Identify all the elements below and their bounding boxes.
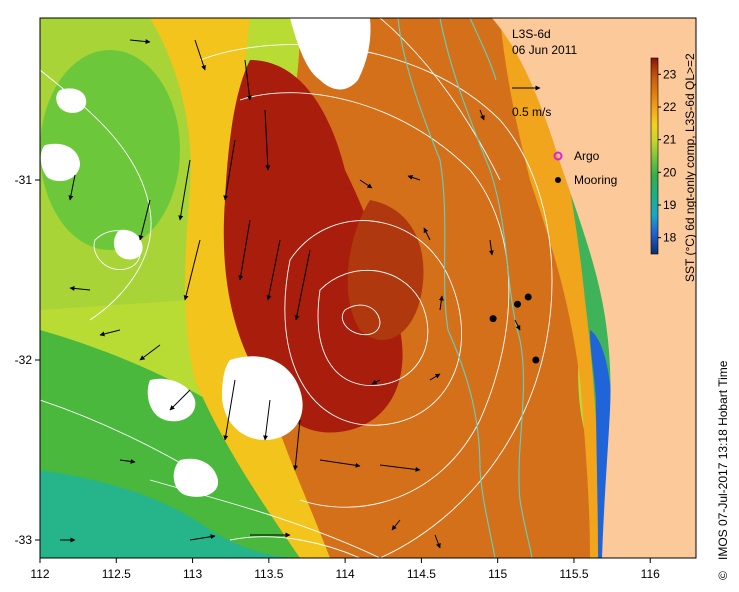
sst-yellow-band — [150, 18, 360, 558]
sst-coastal-yellow — [500, 18, 610, 558]
x-tick-label: 112.5 — [102, 567, 131, 581]
product-label: L3S-6d — [512, 27, 551, 41]
argo-legend-label: Argo — [574, 149, 600, 163]
x-tick-label: 113 — [183, 567, 202, 581]
credit-text: IMOS 07-Jul-2017 13:18 Hobart Time — [716, 360, 730, 560]
scale-label: 0.5 m/s — [512, 105, 551, 119]
x-axis: 112 112.5 113 113.5 114 114.5 115 115.5 116 — [30, 558, 660, 581]
colorbar-tick-label: 18 — [663, 231, 677, 245]
plot-frame — [39, 17, 697, 559]
x-tick-label: 113.5 — [254, 567, 283, 581]
colorbar-ticks: 23 22 21 20 19 18 — [658, 67, 677, 245]
colorbar-title: SST (°C) 6d ngt-only comp, L3S-6d QL>=2 — [683, 53, 697, 282]
x-tick-label: 112 — [30, 567, 49, 581]
mooring-markers — [489, 293, 540, 364]
colorbar-tick-label: 22 — [663, 100, 677, 114]
date-label: 06 Jun 2011 — [512, 43, 577, 57]
argo-legend-icon — [553, 151, 563, 161]
x-tick-label: 115.5 — [559, 567, 588, 581]
colorbar — [650, 57, 659, 255]
sst-hot-core — [223, 60, 403, 433]
copyright-symbol: © — [716, 571, 730, 580]
sst-coolest-south — [40, 470, 300, 558]
mooring-legend-icon — [555, 177, 561, 183]
velocity-arrows — [60, 39, 521, 549]
colorbar-tick-label: 19 — [663, 198, 677, 212]
x-tick-label: 116 — [641, 567, 660, 581]
cloud-mask — [40, 18, 371, 497]
colorbar-tick-label: 20 — [663, 165, 677, 179]
mooring-marker — [514, 300, 522, 308]
sst-eddy-core — [347, 200, 424, 340]
isobath-lines — [397, 18, 533, 558]
land-mass — [492, 18, 696, 558]
y-tick-label: -31 — [15, 173, 33, 187]
x-tick-label: 114.5 — [407, 567, 436, 581]
sst-field — [40, 18, 696, 558]
mooring-marker — [524, 293, 532, 301]
mooring-legend-label: Mooring — [574, 173, 617, 187]
y-tick-label: -32 — [15, 353, 33, 367]
colorbar-tick-label: 21 — [663, 133, 677, 147]
x-tick-label: 114 — [336, 567, 355, 581]
y-axis: -31 -32 -33 — [15, 173, 40, 547]
y-tick-label: -33 — [15, 533, 33, 547]
mooring-marker — [489, 315, 497, 323]
mooring-marker — [532, 356, 540, 364]
colorbar-tick-label: 23 — [663, 67, 677, 81]
x-tick-label: 115 — [488, 567, 507, 581]
